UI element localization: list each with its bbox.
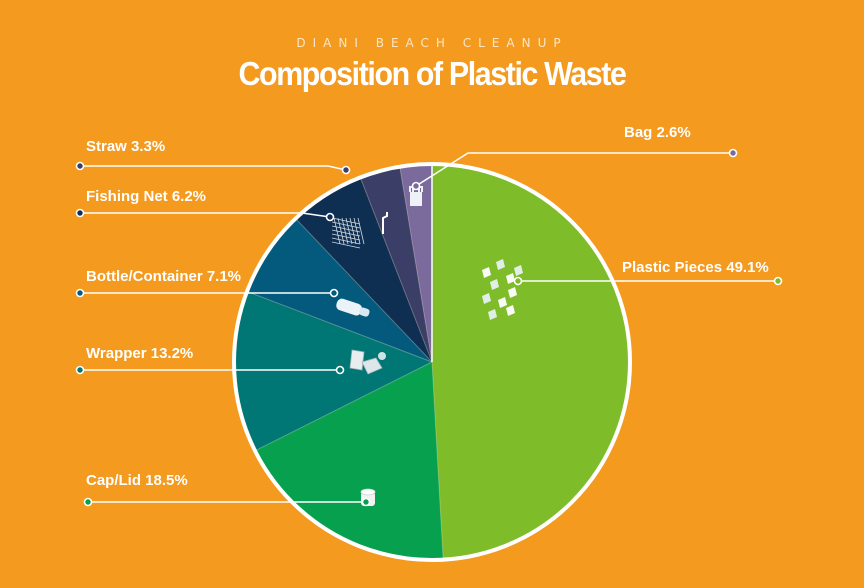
leader-line-straw (80, 165, 347, 171)
slice-divider (254, 361, 433, 452)
slice-label-bottle-container: Bottle/Container 7.1% (86, 268, 241, 285)
leader-end-dot (75, 288, 85, 298)
slice-straw (360, 166, 432, 362)
bottle-icon (336, 298, 370, 317)
slice-label-fishing-net: Fishing Net 6.2% (86, 188, 206, 205)
leader-anchor-dot (513, 276, 523, 286)
leader-end-dot (75, 161, 85, 171)
wrapper-icon (349, 349, 386, 375)
slice-plastic-pieces (432, 164, 630, 560)
leader-end-dot (83, 497, 93, 507)
fishing-net-icon (331, 217, 365, 249)
slice-divider (359, 177, 433, 363)
leader-end-dot (728, 148, 738, 158)
slice-fishing-net (295, 177, 432, 362)
slice-labels: Plastic Pieces 49.1% Cap/Lid 18.5% Wrapper… (86, 124, 769, 489)
slice-divider (431, 361, 444, 560)
straw-icon (382, 212, 388, 234)
slice-divider (399, 166, 433, 363)
leader-line-bag (415, 152, 733, 187)
slice-divider (246, 290, 433, 363)
slice-bottle-container (247, 218, 432, 362)
plastic-bag-icon (409, 186, 423, 206)
leader-lines (75, 148, 783, 507)
leader-end-dot (773, 276, 783, 286)
plastic-fragments-icon (482, 259, 523, 320)
slice-label-wrapper: Wrapper 13.2% (86, 345, 193, 362)
leader-line-fishing-net (80, 212, 331, 218)
pie-slices (232, 162, 632, 562)
chart-title: Composition of Plastic Waste (238, 55, 626, 92)
leader-anchor-dot (329, 288, 339, 298)
leader-end-dot (75, 365, 85, 375)
leader-anchor-dot (325, 212, 335, 222)
leader-anchor-dot (361, 497, 371, 507)
slice-wrapper (233, 291, 432, 451)
slice-label-bag: Bag 2.6% (624, 124, 691, 141)
leader-anchor-dot (411, 181, 421, 191)
leader-end-dot (75, 208, 85, 218)
slice-divider (295, 218, 433, 363)
chart-subtitle: DIANI BEACH CLEANUP (296, 36, 568, 50)
leader-anchor-dot (335, 365, 345, 375)
leader-anchor-dot (341, 165, 351, 175)
slice-label-plastic-pieces: Plastic Pieces 49.1% (622, 259, 769, 276)
slice-icons (331, 186, 523, 506)
slice-label-cap-lid: Cap/Lid 18.5% (86, 472, 188, 489)
slice-bag (399, 164, 432, 362)
slice-label-straw: Straw 3.3% (86, 138, 165, 155)
